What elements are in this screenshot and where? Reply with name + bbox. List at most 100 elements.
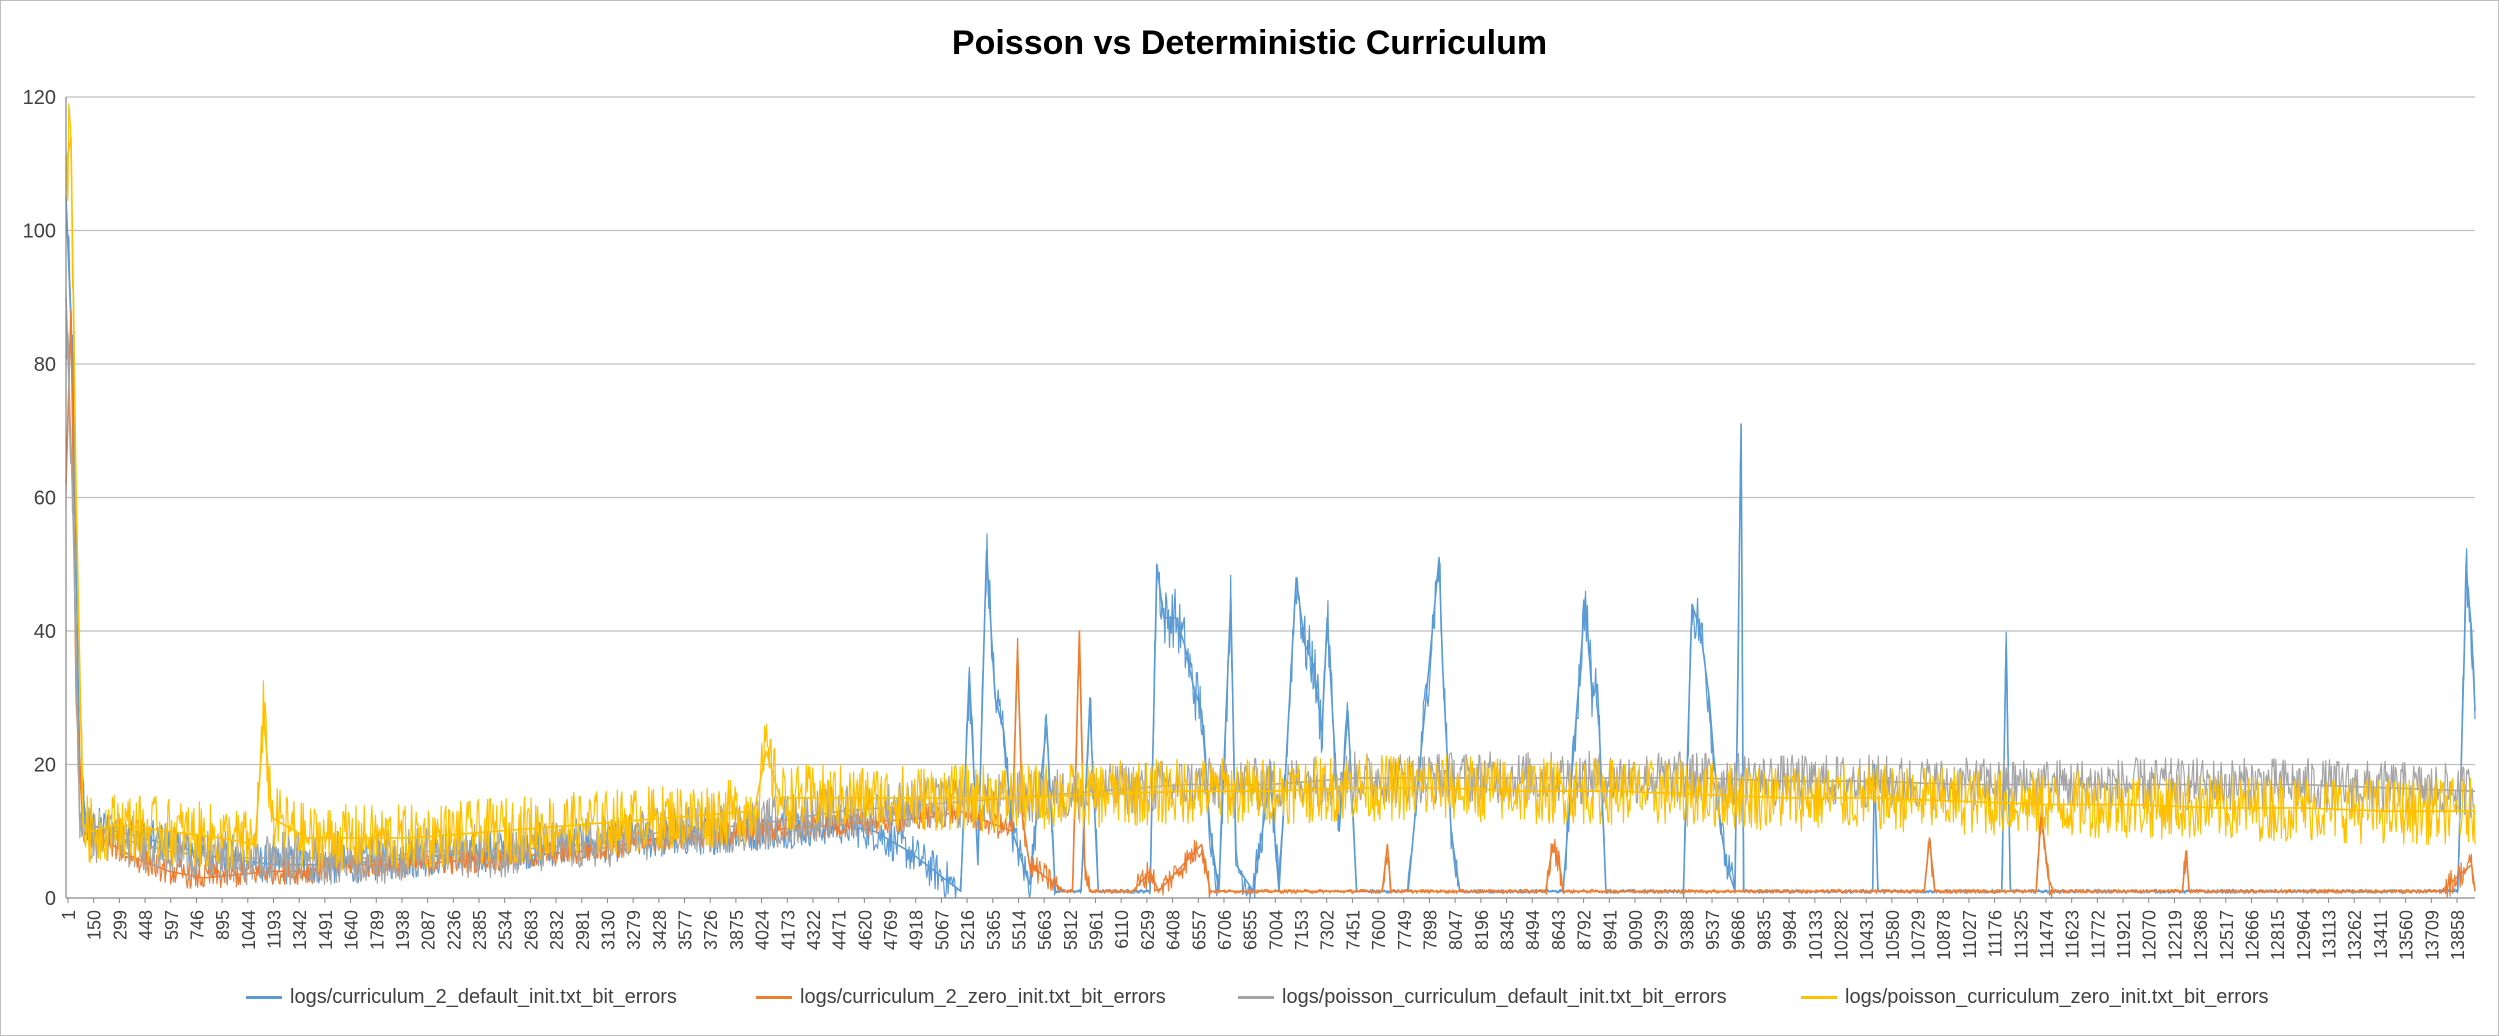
x-tick-label: 8345 (1498, 910, 1518, 950)
x-tick-label: 7153 (1292, 910, 1312, 950)
x-tick-label: 3875 (727, 910, 747, 950)
x-tick-label: 8196 (1472, 910, 1492, 950)
x-tick-label: 7302 (1318, 910, 1338, 950)
x-tick-label: 5961 (1087, 910, 1107, 950)
x-tick-label: 895 (213, 910, 233, 940)
legend-swatch-2 (756, 996, 792, 999)
x-tick-label: 8643 (1549, 910, 1569, 950)
x-tick-label: 5216 (958, 910, 978, 950)
x-tick-label: 13709 (2422, 910, 2442, 960)
x-tick-label: 4024 (753, 910, 773, 950)
x-tick-label: 9686 (1729, 910, 1749, 950)
x-tick-label: 11176 (1986, 910, 2006, 957)
x-tick-label: 299 (110, 910, 130, 940)
x-tick-label: 9537 (1703, 910, 1723, 950)
x-tick-label: 5663 (1035, 910, 1055, 950)
y-tick-label: 120 (23, 87, 56, 109)
legend-swatch-3 (1238, 996, 1274, 999)
x-tick-label: 2832 (547, 910, 567, 950)
x-tick-label: 5067 (932, 910, 952, 950)
x-tick-label: 7004 (1266, 910, 1286, 950)
y-tick-label: 80 (34, 354, 56, 376)
x-tick-label: 9835 (1754, 910, 1774, 950)
x-tick-label: 2981 (573, 910, 593, 950)
series-lines (65, 103, 2476, 899)
x-tick-label: 6259 (1138, 910, 1158, 950)
x-tick-label: 10878 (1934, 910, 1954, 960)
series-peaks-4 (65, 136, 2475, 846)
x-tick-label: 150 (85, 910, 105, 940)
x-tick-label: 11623 (2063, 910, 2083, 959)
x-tick-label: 11027 (1960, 910, 1980, 959)
legend-item-4: logs/poisson_curriculum_zero_init.txt_bi… (1801, 986, 2269, 1009)
x-tick-label: 6110 (1112, 910, 1132, 949)
x-tick-label: 4769 (881, 910, 901, 950)
x-tick-label: 2534 (496, 910, 516, 950)
x-tick-label: 6706 (1215, 910, 1235, 950)
x-tick-label: 2087 (419, 910, 439, 950)
series-line-4 (65, 103, 2476, 872)
x-tick-label: 1 (59, 910, 79, 920)
x-tick-label: 13262 (2345, 910, 2365, 960)
x-tick-label: 3130 (598, 910, 618, 950)
legend-swatch-1 (246, 996, 282, 999)
x-tick-label: 5365 (984, 910, 1004, 950)
x-tick-label: 1044 (239, 910, 259, 950)
x-tick-label: 13113 (2320, 910, 2340, 959)
legend: logs/curriculum_2_default_init.txt_bit_e… (0, 986, 2499, 1016)
y-tick-label: 60 (34, 488, 56, 510)
x-tick-label: 11772 (2088, 910, 2108, 959)
x-tick-label: 5514 (1009, 910, 1029, 950)
x-tick-label: 4471 (830, 910, 850, 950)
x-tick-label: 12666 (2242, 910, 2262, 960)
y-tick-label: 40 (34, 621, 56, 643)
x-tick-label: 6855 (1241, 910, 1261, 950)
x-tick-label: 6408 (1164, 910, 1184, 950)
x-tick-label: 5812 (1061, 910, 1081, 950)
x-tick-label: 1342 (290, 910, 310, 950)
x-tick-label: 1938 (393, 910, 413, 950)
x-tick-label: 448 (136, 910, 156, 940)
x-tick-label: 13560 (2397, 910, 2417, 960)
x-tick-label: 11325 (2011, 910, 2031, 959)
legend-label-4: logs/poisson_curriculum_zero_init.txt_bi… (1845, 986, 2269, 1008)
x-tick-label: 8941 (1600, 910, 1620, 950)
x-tick-label: 2683 (521, 910, 541, 950)
x-tick-label: 10431 (1857, 910, 1877, 960)
x-tick-label: 3428 (650, 910, 670, 950)
x-tick-label: 10729 (1909, 910, 1929, 960)
chart-title: Poisson vs Deterministic Curriculum (951, 24, 1548, 62)
x-tick-label: 9090 (1626, 910, 1646, 950)
x-tick-label: 12964 (2294, 910, 2314, 960)
y-tick-label: 0 (45, 888, 56, 910)
x-tick-label: 4173 (778, 910, 798, 950)
x-tick-label: 8494 (1523, 910, 1543, 950)
x-tick-label: 9239 (1652, 910, 1672, 950)
legend-label-3: logs/poisson_curriculum_default_init.txt… (1282, 986, 1727, 1008)
x-tick-label: 4918 (907, 910, 927, 950)
x-tick-label: 12517 (2217, 910, 2237, 960)
legend-label-2: logs/curriculum_2_zero_init.txt_bit_erro… (800, 986, 1166, 1008)
legend-label-1: logs/curriculum_2_default_init.txt_bit_e… (290, 986, 677, 1008)
x-tick-label: 1491 (316, 910, 336, 950)
x-tick-label: 8047 (1446, 910, 1466, 950)
x-tick-label: 9388 (1677, 910, 1697, 950)
legend-item-2: logs/curriculum_2_zero_init.txt_bit_erro… (756, 986, 1166, 1009)
x-tick-label: 1789 (367, 910, 387, 950)
legend-item-3: logs/poisson_curriculum_default_init.txt… (1238, 986, 1727, 1009)
legend-item-1: logs/curriculum_2_default_init.txt_bit_e… (246, 986, 677, 1009)
x-tick-label: 11474 (2037, 910, 2057, 959)
series-peaks-2 (65, 309, 2476, 893)
axes: 0 20 40 60 80 100 120 1 150 299 448 597 746 895 1044 11… (23, 87, 2468, 960)
gridlines (66, 96, 2475, 899)
x-tick-label: 13411 (2371, 910, 2391, 959)
legend-swatch-4 (1801, 996, 1837, 999)
x-tick-label: 6557 (1189, 910, 1209, 950)
x-tick-label: 746 (187, 910, 207, 940)
x-tick-label: 8792 (1575, 910, 1595, 950)
x-tick-label: 12070 (2140, 910, 2160, 960)
x-tick-label: 3279 (624, 910, 644, 950)
x-tick-label: 597 (162, 910, 182, 940)
x-tick-label: 12815 (2268, 910, 2288, 960)
